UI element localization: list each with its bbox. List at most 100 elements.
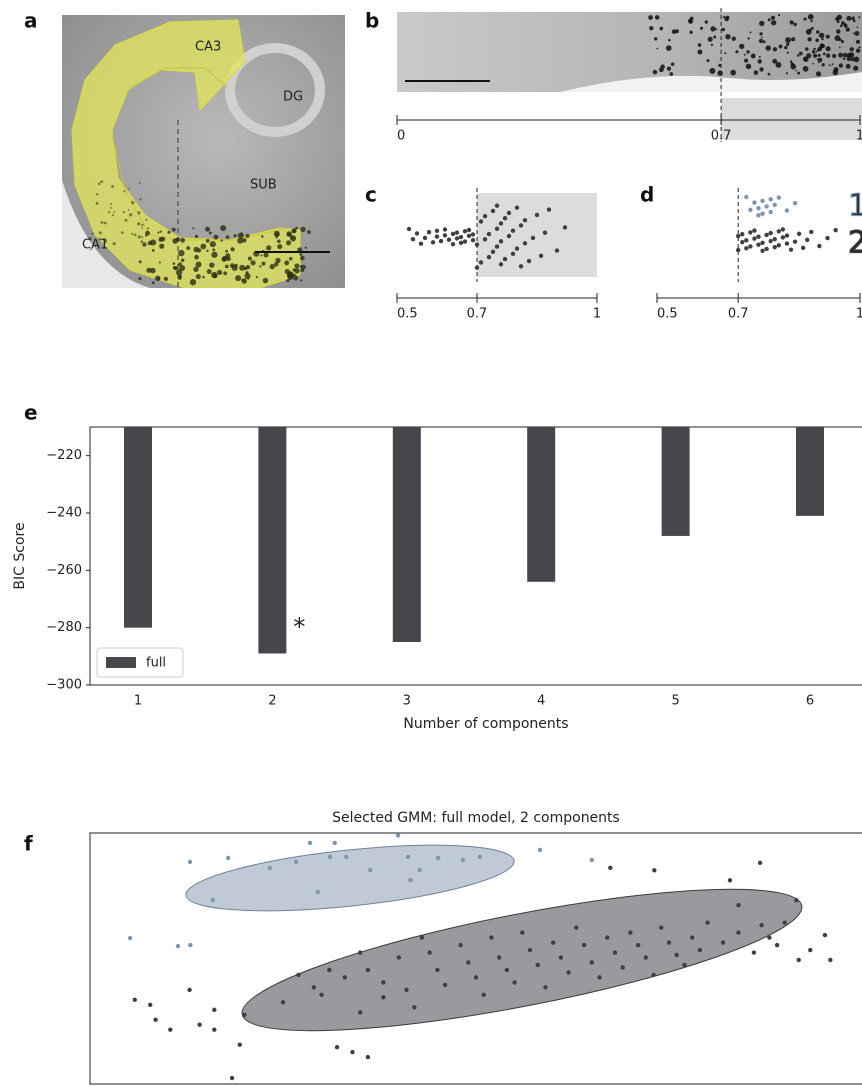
point [512,980,516,984]
point [605,935,609,939]
point [406,855,410,859]
cell [812,63,814,65]
point [176,944,180,948]
point [419,241,423,245]
point [459,235,463,239]
cell [164,277,168,281]
panel-letter: e [24,401,38,425]
cell [260,254,262,256]
point [230,1076,234,1080]
cell [744,59,748,63]
cell [159,244,164,249]
region-label: DG [283,90,303,105]
point [748,230,752,234]
cell [285,269,290,274]
point [467,234,471,238]
legend-label: 1 [848,189,862,224]
cell [286,240,291,245]
cell [804,57,806,59]
cell [763,40,766,43]
cell [787,52,789,54]
y-tick-label: −280 [46,620,82,635]
cell [291,236,294,239]
cell [207,269,212,274]
point [833,228,837,232]
cell [160,230,162,232]
region-label: SUB [250,178,277,193]
point [242,1013,246,1017]
cell [113,211,115,213]
cell [235,264,238,267]
point [499,239,503,243]
point [423,236,427,240]
cell [113,242,116,245]
point [408,878,412,882]
cell [158,237,163,242]
cell [700,27,703,30]
point [479,260,483,264]
cell [711,44,713,46]
point [825,236,829,240]
point [547,207,551,211]
cell [150,268,156,274]
cell [790,64,796,70]
point [756,213,760,217]
cell [294,268,299,273]
gmm-component-ellipse [183,833,517,923]
cell [131,233,133,235]
point [455,230,459,234]
cell [131,201,134,204]
cell [746,50,749,53]
cell [274,231,280,237]
point [451,242,455,246]
cell [754,70,759,75]
panel-letter: a [24,9,38,33]
point [482,993,486,997]
cell [286,279,289,282]
point [756,242,760,246]
point [497,955,501,959]
cell [300,256,305,261]
point [519,264,523,268]
cell [857,26,859,28]
point [628,930,632,934]
cell [137,211,140,214]
point [768,231,772,235]
bar [662,427,690,536]
cell [805,60,807,62]
point [487,255,491,259]
cell [147,227,149,229]
point [188,943,192,947]
point [368,868,372,872]
cell [829,64,831,66]
cell [261,235,264,238]
point [758,861,762,865]
point [528,948,532,952]
point [148,1003,152,1007]
cell [697,50,702,55]
cell [212,248,215,251]
cell [221,239,223,241]
x-tick-label: 1 [134,694,142,709]
cell [220,225,226,231]
point [523,241,527,245]
point [319,993,323,997]
cell [225,250,228,253]
point [740,240,744,244]
point [652,868,656,872]
cell [655,15,660,20]
x-tick-label: 1 [856,129,862,144]
cell [195,262,201,268]
point [475,242,479,246]
point [435,968,439,972]
cell [850,47,854,51]
cell [110,203,112,205]
cell [726,16,730,20]
cell [256,276,258,278]
histology-image-b [397,12,862,92]
cell [841,21,845,25]
cell [698,43,702,47]
cell [821,63,824,66]
cell [222,257,227,262]
cell [123,211,125,213]
